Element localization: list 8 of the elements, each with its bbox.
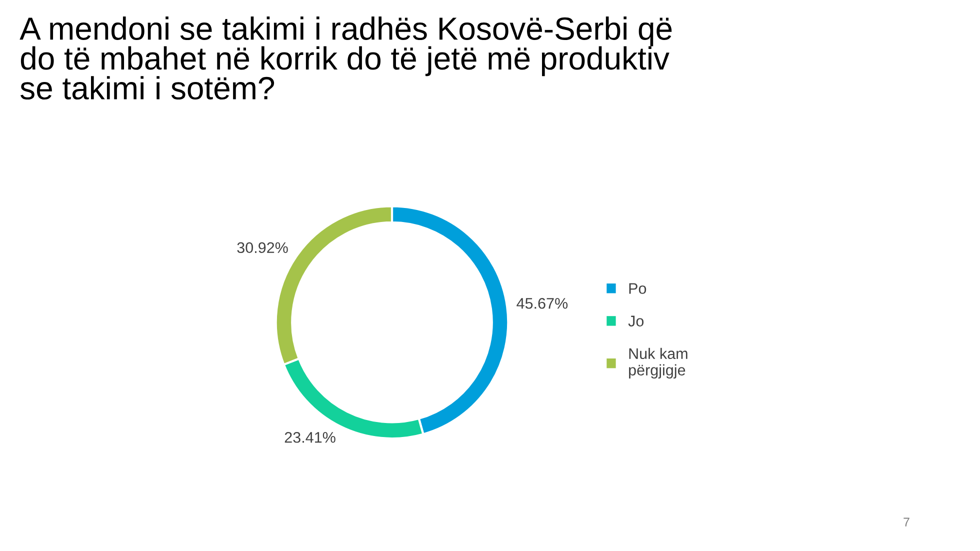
data-label: 45.67% xyxy=(516,298,568,309)
data-label: 30.92% xyxy=(237,242,288,254)
chart-title: A mendoni se takimi i radhës Kosovë-Serbi që do të mbahet në korrik do të jetë më produktiv se takimi i sotëm? xyxy=(20,16,672,100)
legend-label: Jo xyxy=(628,316,644,326)
data-label: 23.41% xyxy=(284,432,336,443)
text: 7 xyxy=(904,518,910,526)
legend-label: Po xyxy=(629,283,646,294)
legend-label: Nuk kam përgjigje xyxy=(629,348,688,379)
